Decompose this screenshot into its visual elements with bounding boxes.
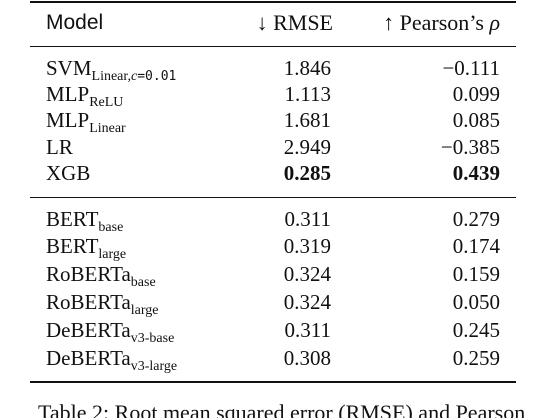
model-base: BERT bbox=[46, 207, 99, 231]
rmse-value: 0.311 bbox=[284, 207, 331, 231]
model-base: MLP bbox=[46, 82, 90, 106]
table-row: SVMLinear,c=0.01 1.846 −0.111 bbox=[0, 55, 538, 84]
table-row: BERTlarge 0.319 0.174 bbox=[0, 233, 538, 262]
caption-text: Table 2: Root mean squared error (RMSE) … bbox=[38, 400, 526, 418]
rmse-value: 0.324 bbox=[283, 262, 331, 286]
pearson-value: 0.174 bbox=[452, 234, 500, 258]
rmse-value: 0.308 bbox=[283, 346, 331, 370]
model-subscript: v3-large bbox=[130, 359, 178, 374]
table-caption: Table 2: Root mean squared error (RMSE) … bbox=[0, 388, 538, 418]
model-subscript: Linear,c=0.01 bbox=[91, 69, 177, 84]
table-row: DeBERTav3-large 0.308 0.259 bbox=[0, 345, 538, 374]
down-arrow-icon: ↓ bbox=[256, 10, 268, 35]
pearson-value: 0.245 bbox=[452, 318, 500, 342]
model-base: LR bbox=[46, 135, 73, 159]
rmse-value: 1.113 bbox=[284, 82, 331, 106]
pearson-value-best: 0.439 bbox=[452, 161, 500, 185]
header-pearson: ↑ Pearson’s ρ bbox=[383, 10, 500, 36]
table-group-rule bbox=[30, 197, 516, 198]
model-subscript: base bbox=[130, 275, 156, 290]
pearson-value: −0.111 bbox=[442, 56, 500, 80]
model-name: DeBERTav3-base bbox=[46, 317, 174, 347]
model-base: RoBERTa bbox=[46, 290, 131, 314]
table-header-row: Model ↓ RMSE ↑ Pearson’s ρ bbox=[0, 10, 538, 36]
model-subscript: large bbox=[130, 303, 159, 318]
model-name: DeBERTav3-large bbox=[46, 345, 177, 375]
table-top-rule bbox=[30, 1, 516, 3]
model-name: RoBERTalarge bbox=[46, 289, 159, 319]
table-row-best: XGB 0.285 0.439 bbox=[0, 160, 538, 186]
model-base: BERT bbox=[46, 234, 99, 258]
rmse-value: 1.681 bbox=[283, 108, 331, 132]
model-base: RoBERTa bbox=[46, 262, 131, 286]
up-arrow-icon: ↑ bbox=[383, 10, 395, 35]
rmse-value: 0.319 bbox=[283, 234, 331, 258]
table-header-rule bbox=[30, 46, 516, 47]
header-pearson-label: Pearson’s bbox=[399, 10, 484, 35]
model-base: SVM bbox=[46, 56, 92, 80]
table-row: LR 2.949 −0.385 bbox=[0, 134, 538, 160]
model-base: DeBERTa bbox=[46, 346, 131, 370]
table-row: MLPLinear 1.681 0.085 bbox=[0, 107, 538, 136]
table-row: BERTbase 0.311 0.279 bbox=[0, 206, 538, 235]
pearson-value: 0.085 bbox=[452, 108, 500, 132]
model-name: SVMLinear,c=0.01 bbox=[46, 55, 176, 85]
table-bottom-rule bbox=[30, 381, 516, 383]
header-rho-symbol: ρ bbox=[489, 10, 500, 35]
pearson-value: 0.050 bbox=[452, 290, 500, 314]
pearson-value: 0.159 bbox=[452, 262, 500, 286]
model-name: BERTbase bbox=[46, 206, 123, 236]
model-name: LR bbox=[46, 134, 73, 160]
model-base: XGB bbox=[46, 161, 91, 185]
table-row: DeBERTav3-base 0.311 0.245 bbox=[0, 317, 538, 346]
model-subscript: ReLU bbox=[89, 95, 124, 110]
rmse-value: 2.949 bbox=[283, 135, 331, 159]
model-base: DeBERTa bbox=[46, 318, 131, 342]
model-base: MLP bbox=[46, 108, 90, 132]
table-row: RoBERTalarge 0.324 0.050 bbox=[0, 289, 538, 318]
rmse-value: 0.324 bbox=[283, 290, 331, 314]
model-subscript: Linear bbox=[89, 121, 126, 136]
pearson-value: 0.279 bbox=[452, 207, 500, 231]
rmse-value-best: 0.285 bbox=[283, 161, 331, 185]
pearson-value: 0.099 bbox=[452, 82, 500, 106]
rmse-value: 1.846 bbox=[283, 56, 331, 80]
model-name: RoBERTabase bbox=[46, 261, 156, 291]
model-subscript: v3-base bbox=[130, 331, 175, 346]
rmse-value: 0.311 bbox=[284, 318, 331, 342]
model-subscript: base bbox=[98, 220, 124, 235]
pearson-value: −0.385 bbox=[440, 135, 500, 159]
header-model: Model bbox=[46, 11, 104, 34]
header-rmse-label: RMSE bbox=[273, 10, 333, 35]
header-rmse: ↓ RMSE bbox=[257, 10, 333, 36]
model-name: MLPReLU bbox=[46, 81, 123, 111]
pearson-value: 0.259 bbox=[452, 346, 500, 370]
model-subscript: large bbox=[98, 247, 127, 262]
table-row: MLPReLU 1.113 0.099 bbox=[0, 81, 538, 110]
model-name: XGB bbox=[46, 160, 90, 186]
table-row: RoBERTabase 0.324 0.159 bbox=[0, 261, 538, 290]
model-name: BERTlarge bbox=[46, 233, 126, 263]
model-name: MLPLinear bbox=[46, 107, 126, 137]
